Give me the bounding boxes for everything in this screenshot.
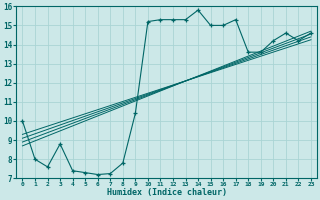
X-axis label: Humidex (Indice chaleur): Humidex (Indice chaleur): [107, 188, 227, 197]
